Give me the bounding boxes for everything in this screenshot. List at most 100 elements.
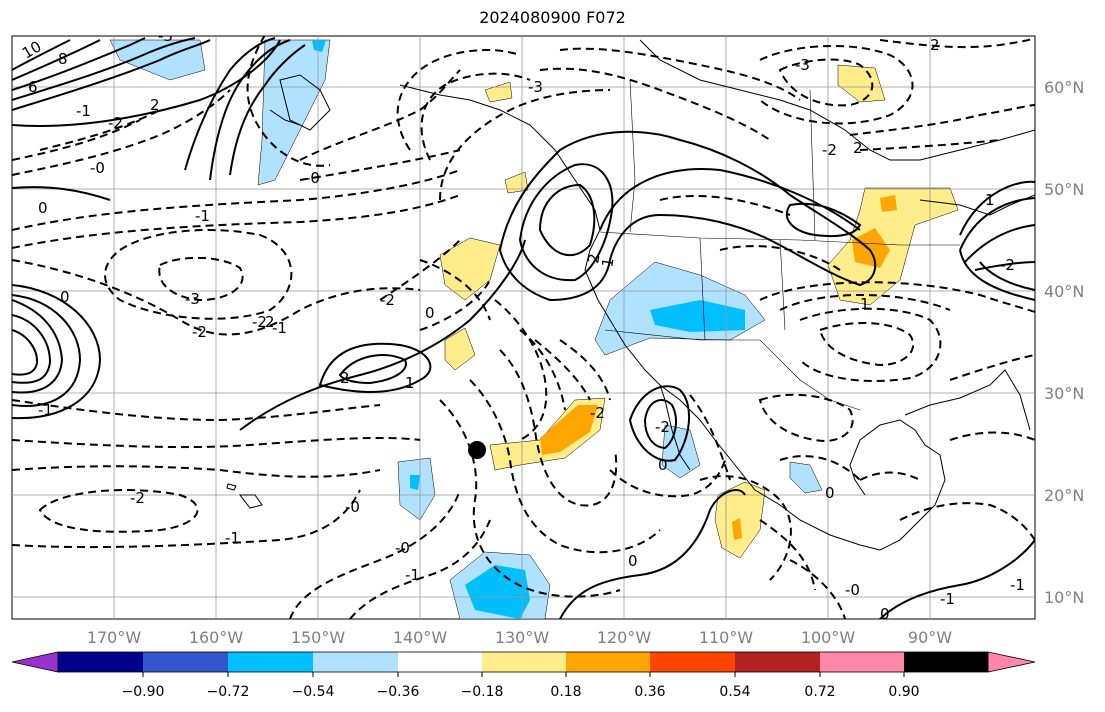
colorbar-segment xyxy=(482,652,566,672)
colorbar-tick-label: 0.18 xyxy=(550,684,581,700)
contour-label: 1 xyxy=(405,374,415,392)
lon-label: 100°W xyxy=(801,628,856,647)
shade-positive-subtropical-core xyxy=(540,405,598,455)
colorbar-tick-label: 0.36 xyxy=(634,684,665,700)
lon-label: 140°W xyxy=(393,628,448,647)
colorbar-segment xyxy=(820,652,904,672)
shade-negative-gulf-mx xyxy=(789,461,823,494)
lon-label: 90°W xyxy=(908,628,952,647)
contour-label: -3 xyxy=(185,290,200,308)
coastlines xyxy=(226,39,1035,551)
shade-negative-west-pacific-core xyxy=(410,475,420,490)
contour-label: 1 xyxy=(985,191,995,209)
contour-label: -1 xyxy=(225,529,240,547)
colorbar-segment xyxy=(313,652,398,672)
lat-label: 20°N xyxy=(1044,486,1084,505)
shade-negative-alaska xyxy=(257,39,331,186)
colorbar-tick-label: −0.72 xyxy=(207,684,250,700)
lon-label: 150°W xyxy=(291,628,346,647)
contour-label: -3 xyxy=(158,27,173,45)
colorbar-segment xyxy=(735,652,820,672)
shade-negative-southwest-core xyxy=(650,300,745,332)
colorbar-tick-label: 0.54 xyxy=(719,684,750,700)
lat-label: 60°N xyxy=(1044,78,1084,97)
lat-label: 10°N xyxy=(1044,588,1084,607)
contour-label: -2 xyxy=(108,114,123,132)
colorbar-tick-label: −0.36 xyxy=(377,684,420,700)
lat-label: 40°N xyxy=(1044,282,1084,301)
contour-label: -2 xyxy=(252,313,267,331)
contour-label: 6 xyxy=(28,78,38,96)
contour-label: -2 xyxy=(192,323,207,341)
contour-label: -3 xyxy=(528,78,543,96)
contour-label: 8 xyxy=(58,50,68,68)
contour-label: -1 xyxy=(195,207,210,225)
map-frame xyxy=(11,35,1036,620)
colorbar-tick-label: −0.90 xyxy=(122,684,165,700)
shade-positive-pacific-small xyxy=(444,327,476,371)
contour-label: -2 xyxy=(1000,256,1015,274)
contour-label: -2 xyxy=(130,489,145,507)
contour-label: -0 xyxy=(305,169,320,187)
contour-label: -2 xyxy=(590,404,605,422)
contour-label: 2 xyxy=(584,252,603,265)
contour-label: 0 xyxy=(60,288,70,306)
contour-label: -2 xyxy=(655,418,670,436)
map-panel: 10 8 6 -1 -2 -0 0 -1 -2 -3 -2 -1 0 -1 2 … xyxy=(11,27,1036,623)
colorbar-segment xyxy=(566,652,650,672)
lon-label: 120°W xyxy=(597,628,652,647)
contour-label: 2 xyxy=(853,139,863,157)
colorbar-extend-left xyxy=(11,651,59,673)
shade-negative-south-pacific-core xyxy=(465,565,530,619)
contour-label: -1 xyxy=(940,590,955,608)
contour-label: -1 xyxy=(76,102,91,120)
storm-position-marker xyxy=(468,441,486,459)
contours-dashed xyxy=(12,36,1035,619)
contours-solid xyxy=(12,37,1035,619)
shade-negative-alaska-core xyxy=(312,40,326,52)
contour-label: 2 xyxy=(265,313,275,331)
colorbar-segment xyxy=(904,652,988,672)
contour-label: -2 xyxy=(822,141,837,159)
contour-label: 0 xyxy=(628,552,638,570)
contour-label: -0 xyxy=(395,539,410,557)
contour-label: -0 xyxy=(90,159,105,177)
colorbar-extend-right xyxy=(987,651,1036,673)
map-title: 2024080900 F072 xyxy=(479,8,626,27)
longitude-labels: 170°W 160°W 150°W 140°W 130°W 120°W 110°… xyxy=(87,628,952,647)
latitude-labels: 60°N 50°N 40°N 30°N 20°N 10°N xyxy=(1044,78,1084,607)
contour-label: 0 xyxy=(658,456,668,474)
contour-label: 0 xyxy=(825,484,835,502)
contour-label: 0 xyxy=(425,304,435,322)
contour-label: -2 xyxy=(380,291,395,309)
shade-positive-greatlakes xyxy=(827,187,959,306)
shade-positive-hudson xyxy=(837,64,886,103)
contour-label: 0 xyxy=(880,605,890,623)
colorbar: −0.90 −0.72 −0.54 −0.36 −0.18 0.18 0.36 … xyxy=(11,651,1036,700)
lat-label: 50°N xyxy=(1044,180,1084,199)
lon-label: 160°W xyxy=(189,628,244,647)
colorbar-ticks xyxy=(142,672,905,677)
shade-positive-greatlakes-core2 xyxy=(880,195,897,212)
contour-label: 1 xyxy=(598,256,617,269)
shade-positive-bc xyxy=(439,237,501,301)
lat-label: 30°N xyxy=(1044,384,1084,403)
colorbar-segment xyxy=(650,652,735,672)
colorbar-tick-label: −0.18 xyxy=(461,684,504,700)
shade-positive-greatlakes-core xyxy=(852,228,890,268)
political-borders xyxy=(599,79,960,411)
contour-label: -1 xyxy=(38,401,53,419)
lon-label: 170°W xyxy=(87,628,142,647)
contour-label: -1 xyxy=(405,566,420,584)
contour-label: -0 xyxy=(345,498,360,516)
contour-label: 2 xyxy=(930,36,940,54)
colorbar-segment xyxy=(143,652,228,672)
colorbar-tick-label: 0.72 xyxy=(804,684,835,700)
contour-label: -3 xyxy=(795,56,810,74)
contour-label: -1 xyxy=(272,319,287,337)
colorbar-outline xyxy=(57,651,989,673)
colorbar-segment xyxy=(398,652,482,672)
contour-label: -1 xyxy=(1010,576,1025,594)
lon-label: 110°W xyxy=(699,628,754,647)
